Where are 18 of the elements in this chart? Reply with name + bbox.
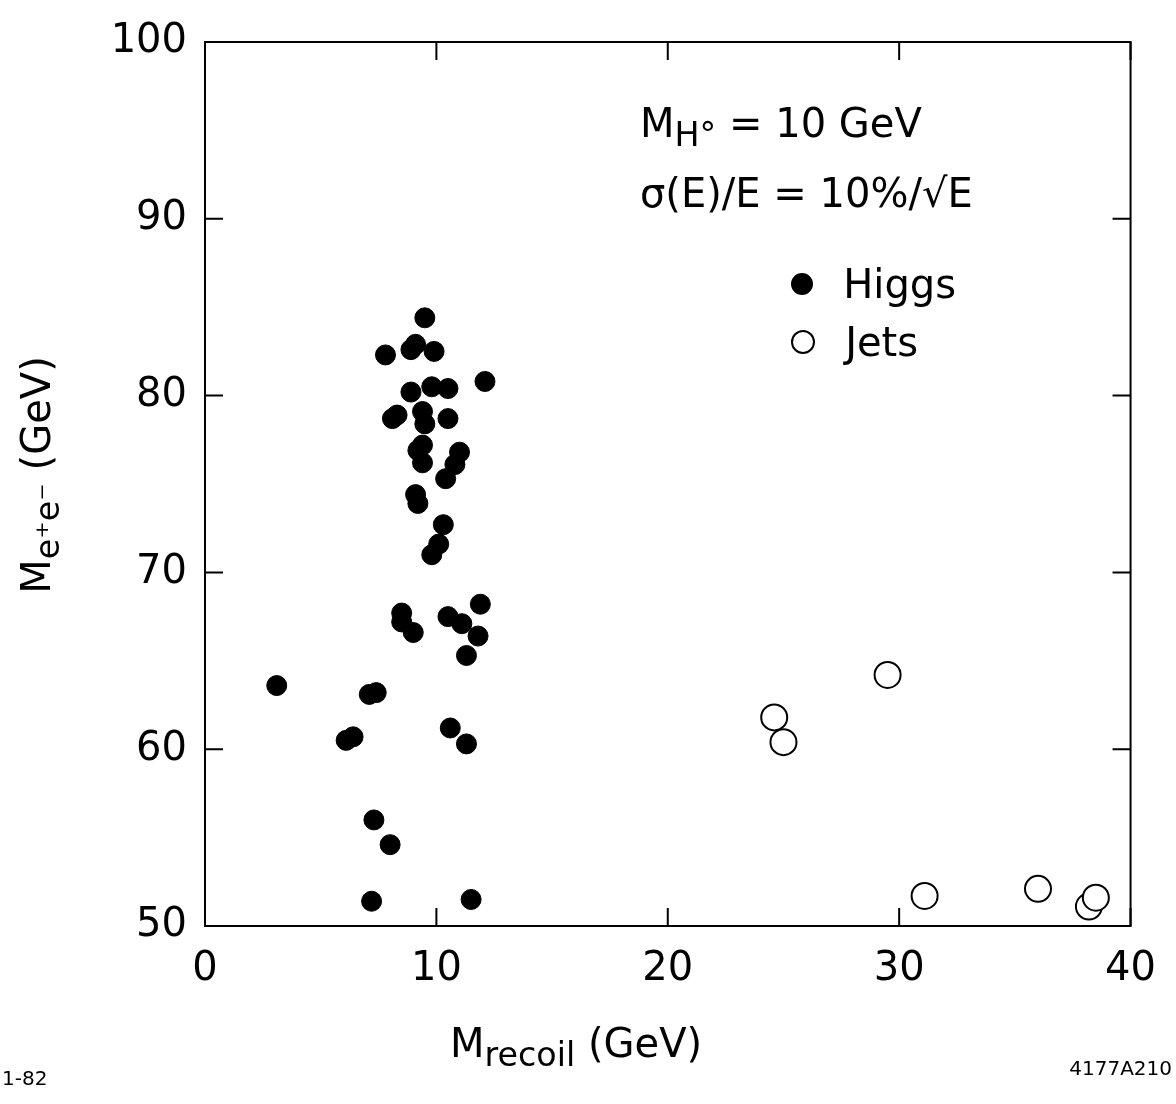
text: 4177A210 [1069,1056,1172,1080]
y-tick-label: 70 [136,545,187,592]
y-tick-label: 50 [136,899,187,946]
annotation: σ(E)/E = 10%/√E [640,170,973,216]
x-tick-label: 10 [410,943,462,990]
x-tick-label: 20 [642,943,694,990]
x-axis-title: M$_{recoil}$ (GeV) [450,1020,703,1074]
x-tick-label: 30 [873,943,925,990]
y-tick-label: 60 [136,722,187,769]
legend-label: Higgs [843,261,956,307]
text: 1-82 [2,1066,48,1090]
y-tick-label: 100 [110,15,187,62]
x-tick-label: 40 [1105,943,1156,990]
annotation: M$_{H°}$ = 10 GeV [640,100,922,154]
legend-label: Jets [845,319,919,365]
y-tick-label: 90 [136,192,187,239]
y-tick-label: 80 [136,368,187,415]
x-tick-label: 0 [192,943,218,990]
